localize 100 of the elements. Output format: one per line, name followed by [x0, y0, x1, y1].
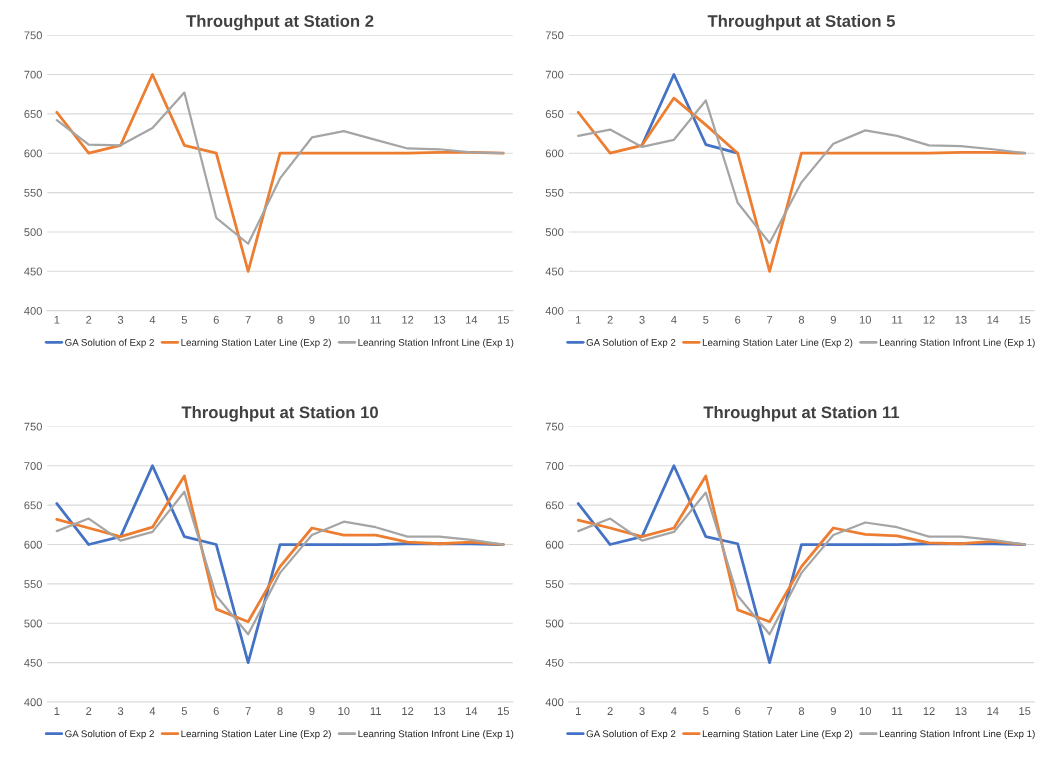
y-tick-label: 400 [24, 306, 42, 315]
y-tick-label: 450 [545, 267, 564, 276]
y-tick-label: 550 [24, 580, 42, 589]
x-tick-label: 7 [767, 707, 773, 715]
x-tick-label: 4 [671, 315, 677, 324]
y-tick-label: 650 [24, 501, 42, 510]
legend-label: Leanring Station Infront Line (Exp 1) [879, 338, 1035, 348]
y-tick-label: 600 [24, 149, 42, 158]
x-tick-label: 5 [703, 315, 709, 324]
line-series [55, 91, 505, 245]
line-series [55, 490, 505, 636]
x-tick-label: 8 [277, 707, 283, 716]
x-tick-label: 4 [149, 315, 156, 324]
y-tick-label: 500 [545, 228, 564, 237]
x-tick-label: 4 [149, 707, 156, 715]
x-tick-label: 7 [245, 315, 251, 324]
x-tick-label: 5 [181, 707, 187, 716]
x-tick-label: 10 [338, 707, 350, 716]
line-series [577, 99, 1026, 245]
legend-label: Leanring Station Infront Line (Exp 1) [879, 730, 1035, 740]
x-tick-label: 10 [859, 707, 871, 716]
y-tick-label: 650 [24, 110, 42, 118]
x-tick-label: 11 [892, 707, 903, 715]
x-tick-label: 2 [607, 315, 613, 324]
legend-label: Learning Station Later Line (Exp 2) [702, 730, 853, 740]
x-tick-label: 9 [309, 707, 315, 716]
y-tick-label: 650 [545, 110, 564, 118]
x-tick-label: 6 [735, 707, 741, 716]
legend-label: Learning Station Later Line (Exp 2) [181, 338, 331, 348]
y-tick-label: 550 [24, 188, 42, 197]
legend-label: Leanring Station Infront Line (Exp 1) [358, 338, 514, 348]
x-tick-label: 2 [86, 315, 92, 324]
legend-label: GA Solution of Exp 2 [586, 730, 676, 740]
x-tick-label: 6 [735, 315, 741, 324]
legend-label: GA Solution of Exp 2 [586, 338, 676, 348]
x-tick-label: 4 [671, 707, 677, 715]
x-tick-label: 1 [576, 707, 581, 715]
y-tick-label: 550 [545, 188, 564, 197]
y-tick-label: 750 [24, 31, 42, 40]
y-tick-label: 750 [545, 422, 564, 431]
y-tick-label: 400 [545, 698, 564, 707]
x-tick-label: 1 [54, 707, 60, 715]
x-tick-label: 9 [309, 315, 315, 324]
y-tick-label: 700 [24, 70, 42, 79]
x-tick-label: 6 [213, 315, 219, 324]
x-tick-label: 6 [213, 707, 219, 716]
x-tick-label: 8 [798, 315, 805, 324]
y-tick-label: 700 [545, 70, 564, 79]
x-tick-label: 11 [370, 315, 381, 324]
x-tick-label: 13 [955, 315, 967, 324]
y-tick-label: 700 [24, 462, 42, 470]
y-tick-label: 600 [545, 149, 564, 158]
y-tick-label: 450 [545, 658, 564, 667]
x-tick-label: 12 [923, 315, 935, 324]
x-tick-label: 9 [830, 315, 836, 324]
y-tick-label: 750 [24, 422, 42, 431]
x-tick-label: 14 [466, 315, 478, 324]
x-tick-label: 3 [117, 315, 124, 324]
y-tick-label: 650 [545, 501, 564, 510]
chart-title: Throughput at Station 5 [707, 14, 895, 31]
x-tick-label: 2 [86, 707, 92, 715]
legend-label: GA Solution of Exp 2 [65, 730, 154, 740]
chart-title: Throughput at Station 10 [181, 406, 378, 422]
x-tick-label: 9 [830, 707, 836, 716]
x-tick-label: 14 [466, 707, 478, 715]
x-tick-label: 13 [434, 707, 446, 716]
x-tick-label: 8 [277, 315, 283, 324]
x-tick-label: 1 [576, 315, 581, 324]
x-tick-label: 3 [639, 315, 645, 324]
legend-label: Learning Station Later Line (Exp 2) [702, 338, 853, 348]
legend-label: Leanring Station Infront Line (Exp 1) [358, 730, 514, 740]
x-tick-label: 14 [987, 707, 999, 715]
x-tick-label: 14 [987, 315, 999, 324]
y-tick-label: 700 [545, 462, 564, 470]
x-tick-label: 7 [245, 707, 251, 715]
x-tick-label: 15 [497, 315, 509, 324]
y-tick-label: 450 [24, 267, 42, 276]
x-tick-label: 7 [767, 315, 773, 324]
y-tick-label: 550 [545, 580, 564, 589]
y-tick-label: 500 [545, 619, 564, 628]
chart-title: Throughput at Station 11 [703, 406, 900, 422]
y-tick-label: 400 [545, 306, 564, 315]
y-tick-label: 600 [545, 540, 564, 549]
y-tick-label: 450 [24, 658, 42, 667]
y-tick-label: 600 [24, 540, 42, 549]
x-tick-label: 13 [434, 315, 446, 324]
x-tick-label: 15 [1019, 315, 1031, 324]
x-tick-label: 3 [117, 707, 124, 716]
x-tick-label: 2 [607, 707, 613, 715]
x-tick-label: 12 [923, 707, 935, 715]
x-tick-label: 5 [703, 707, 709, 716]
x-tick-label: 5 [181, 315, 187, 324]
y-tick-label: 750 [545, 31, 564, 40]
x-tick-label: 13 [955, 707, 967, 716]
y-tick-label: 400 [24, 698, 42, 707]
x-tick-label: 11 [370, 707, 381, 715]
line-series [577, 491, 1026, 636]
x-tick-label: 10 [859, 315, 871, 324]
x-tick-label: 15 [1019, 707, 1031, 716]
x-tick-label: 15 [497, 707, 509, 716]
